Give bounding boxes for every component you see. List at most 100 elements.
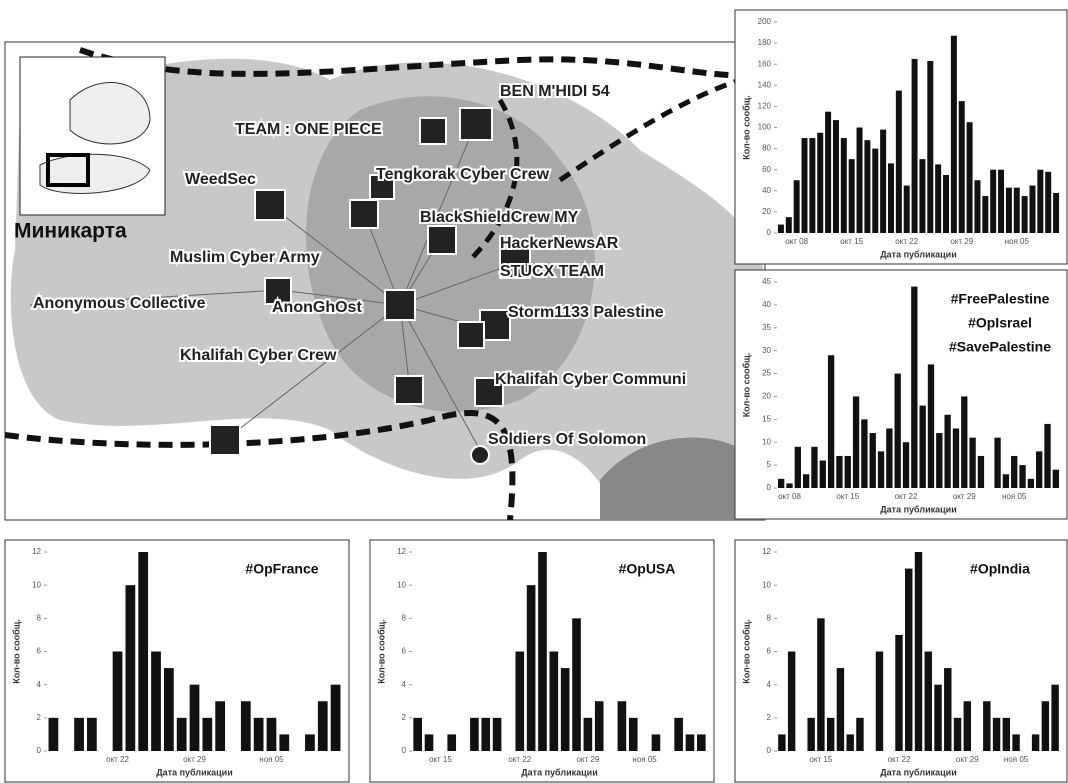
chart-panel: 020406080100120140160180200окт 08окт 15о…	[735, 10, 1067, 264]
bar	[807, 718, 814, 751]
x-tick-label: окт 08	[785, 237, 808, 246]
bar	[493, 718, 502, 751]
y-axis-title: Кол-во сообщ.	[11, 619, 21, 684]
bar	[857, 128, 863, 234]
bar	[935, 164, 941, 233]
bar	[817, 618, 824, 751]
node-label: Soldiers Of Solomon	[488, 431, 646, 448]
bar	[113, 652, 123, 752]
bar	[803, 474, 809, 488]
bar	[1014, 188, 1020, 233]
x-tick-label: ноя 05	[632, 755, 657, 764]
y-tick-label: 0	[402, 746, 407, 755]
bar	[802, 138, 808, 233]
bar	[318, 701, 328, 751]
bar	[1045, 172, 1051, 233]
node-label: BlackShieldCrew MY	[420, 209, 579, 226]
bar	[697, 734, 706, 751]
x-tick-label: окт 22	[895, 237, 918, 246]
bar	[974, 180, 980, 233]
bar	[572, 618, 581, 751]
bar	[1042, 701, 1049, 751]
bar	[944, 668, 951, 751]
chart-panel: 051015202530354045окт 08окт 15окт 22окт …	[735, 270, 1067, 519]
x-axis-title: Дата публикации	[880, 504, 956, 514]
bar	[828, 355, 834, 488]
y-axis-title: Кол-во сообщ.	[741, 95, 751, 160]
node-label: TEAM : ONE PIECE	[235, 121, 382, 138]
bar	[990, 170, 996, 233]
bar	[164, 668, 174, 751]
bar	[911, 287, 917, 488]
y-tick-label: 5	[767, 460, 772, 469]
bar	[943, 175, 949, 233]
bar	[961, 396, 967, 488]
y-tick-label: 10	[397, 580, 406, 589]
bar	[944, 415, 950, 488]
bar	[629, 718, 638, 751]
bar	[845, 456, 851, 488]
bar	[846, 734, 853, 751]
bar	[125, 585, 135, 751]
y-tick-label: 8	[402, 613, 407, 622]
bar	[470, 718, 479, 751]
bar	[853, 396, 859, 488]
x-tick-label: окт 29	[950, 237, 973, 246]
bar	[550, 652, 559, 752]
bar	[413, 718, 422, 751]
bar	[794, 180, 800, 233]
bar	[447, 734, 456, 751]
bar	[983, 701, 990, 751]
bar	[895, 374, 901, 488]
bar	[856, 718, 863, 751]
bar	[978, 456, 984, 488]
y-tick-label: 4	[767, 680, 772, 689]
chart-panel: 024681012окт 15окт 22окт 29ноя 05Дата пу…	[735, 540, 1067, 782]
bar	[833, 120, 839, 233]
bar	[964, 701, 971, 751]
bar	[820, 461, 826, 488]
bar	[919, 406, 925, 488]
bar	[1003, 474, 1009, 488]
y-axis-title: Кол-во сообщ.	[741, 353, 751, 418]
y-tick-label: 0	[767, 483, 772, 492]
bar	[878, 451, 884, 488]
bar	[786, 217, 792, 233]
bar	[778, 734, 785, 751]
figure: Миникарта BEN M'HIDI 54TEAM : ONE PIECET…	[0, 0, 1068, 783]
node-label: Khalifah Cyber Communi	[495, 371, 686, 388]
bar	[190, 685, 200, 751]
y-axis-title: Кол-во сообщ.	[741, 619, 751, 684]
bar	[1051, 685, 1058, 751]
y-tick-label: 0	[767, 228, 772, 237]
y-tick-label: 160	[758, 59, 772, 68]
bar	[827, 718, 834, 751]
x-tick-label: окт 22	[106, 755, 129, 764]
y-tick-label: 40	[762, 186, 771, 195]
x-tick-label: окт 29	[953, 492, 976, 501]
x-tick-label: окт 15	[836, 492, 859, 501]
bar	[927, 61, 933, 233]
y-tick-label: 2	[402, 713, 407, 722]
bar	[202, 718, 212, 751]
bar	[998, 170, 1004, 233]
x-tick-label: окт 22	[508, 755, 531, 764]
bar	[538, 552, 547, 751]
y-tick-label: 2	[37, 713, 42, 722]
bar	[994, 438, 1000, 488]
bar	[967, 122, 973, 233]
y-tick-label: 140	[758, 80, 772, 89]
x-tick-label: окт 29	[576, 755, 599, 764]
bar	[1011, 456, 1017, 488]
y-tick-label: 30	[762, 346, 771, 355]
bar	[861, 419, 867, 488]
y-tick-label: 10	[32, 580, 41, 589]
annotation: #OpUSA	[619, 561, 676, 577]
bar	[905, 569, 912, 751]
bar	[934, 685, 941, 751]
bar	[811, 447, 817, 488]
x-tick-label: окт 15	[840, 237, 863, 246]
bar	[837, 668, 844, 751]
annotation: #OpIndia	[970, 561, 1030, 577]
